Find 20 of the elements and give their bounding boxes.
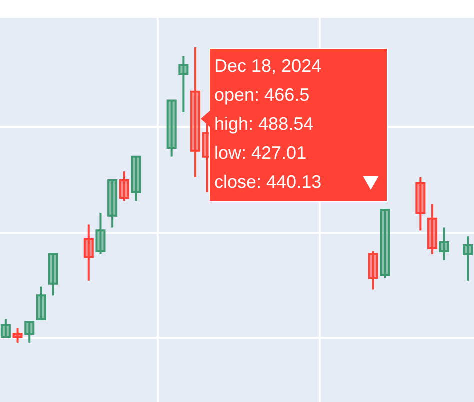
candlestick (368, 250, 378, 291)
candlestick (12, 327, 23, 344)
candlestick (0, 318, 11, 338)
candlestick (428, 203, 438, 256)
candlestick (166, 100, 177, 158)
candlestick (48, 253, 58, 297)
candlestick (96, 212, 106, 256)
candlestick (131, 156, 142, 202)
candlestick (439, 226, 450, 262)
candlestick (108, 179, 118, 229)
candlestick (84, 224, 94, 282)
candlestick (380, 209, 390, 279)
candlestick (119, 170, 130, 202)
candlestick (36, 286, 46, 320)
candlestick (463, 236, 474, 282)
annotation: Dec 18, 2024 open: 466.5 high: 488.54 low: 427.01 close: 440.13 (214, 56, 322, 192)
candlestick (190, 46, 201, 179)
candlestick (178, 55, 189, 114)
candlestick (416, 176, 426, 232)
candlestick (24, 321, 35, 344)
